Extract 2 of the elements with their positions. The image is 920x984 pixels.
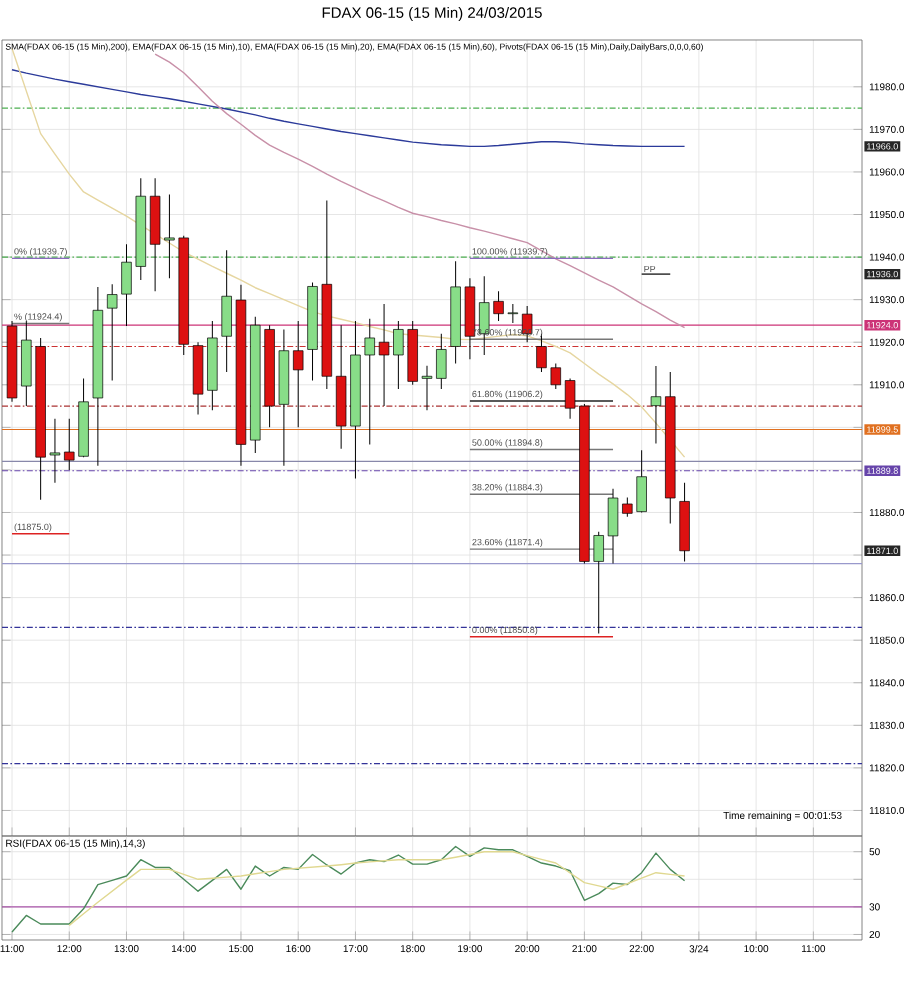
candlestick <box>650 365 662 445</box>
candlestick <box>293 320 304 428</box>
